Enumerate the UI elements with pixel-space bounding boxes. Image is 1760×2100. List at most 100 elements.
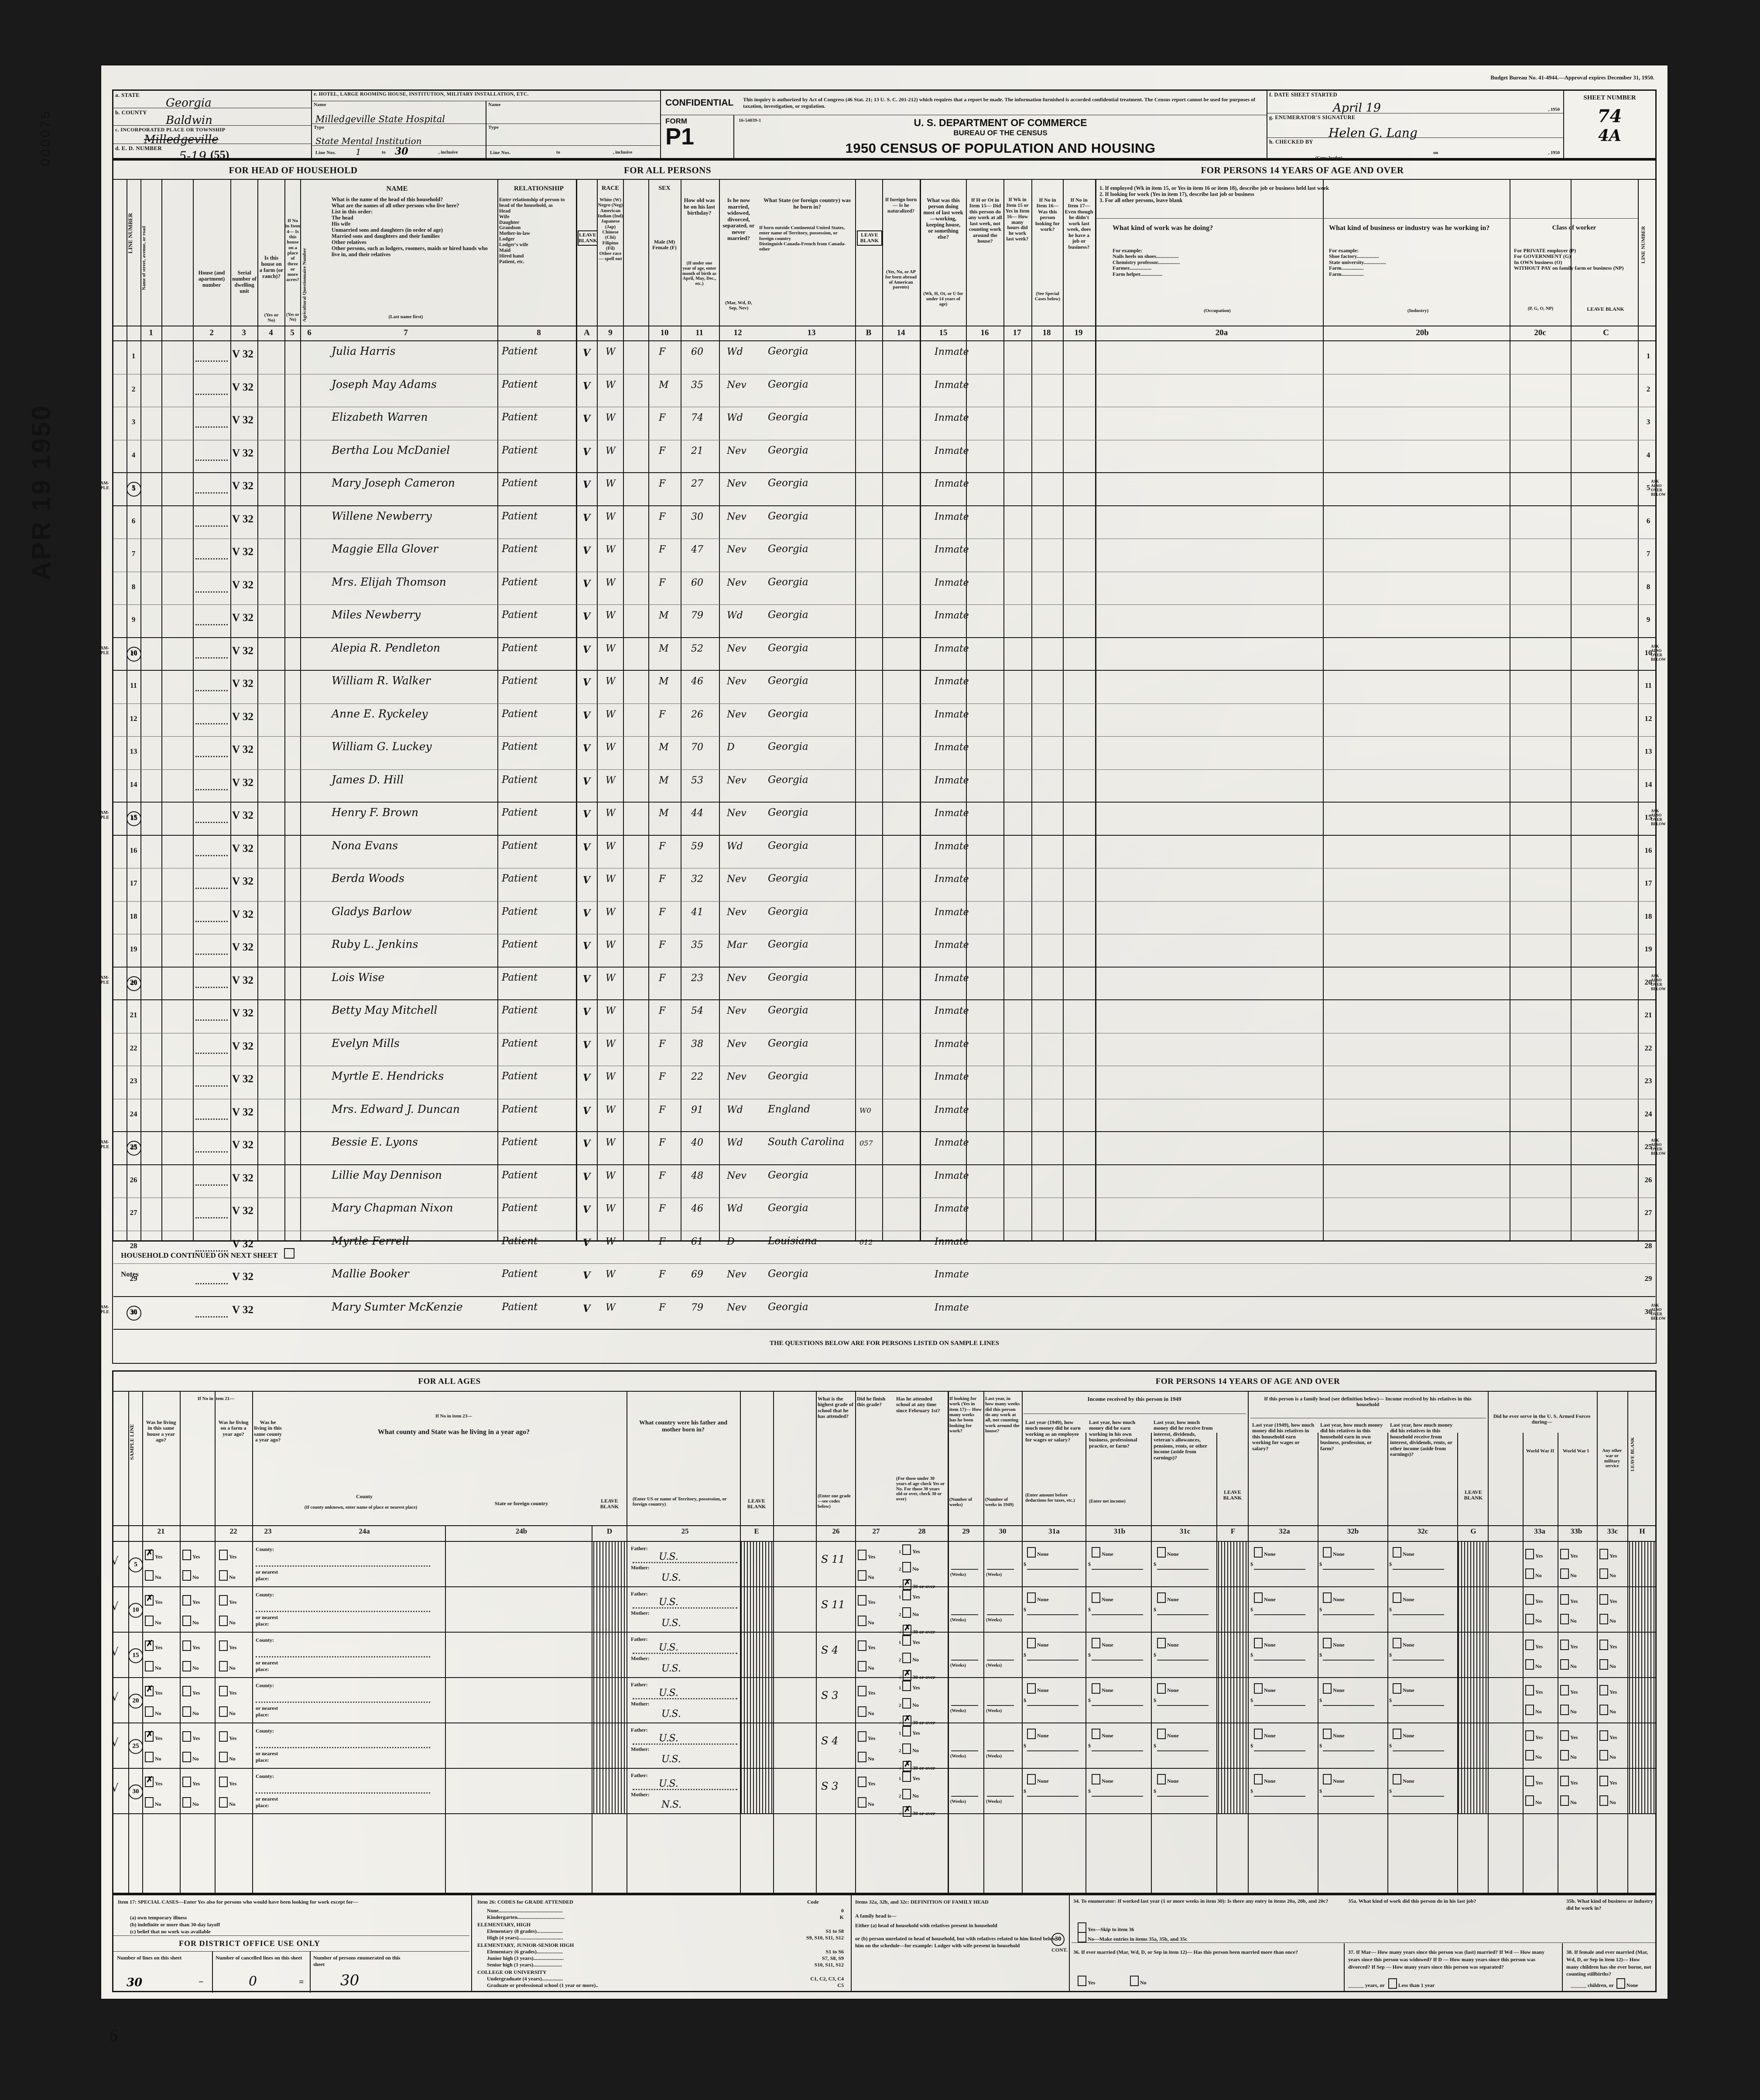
income-none-checkbox-3[interactable] xyxy=(1254,1547,1263,1558)
row-sex[interactable]: F xyxy=(659,544,666,555)
row-marital-status[interactable]: Nev xyxy=(727,379,746,391)
table-row[interactable]: 8 V 32 Mrs. Elijah Thomson Patient V W F 60 Nev G… xyxy=(113,572,1655,605)
row-leave-blank-a[interactable]: V xyxy=(583,907,591,919)
row-birthplace[interactable]: Georgia xyxy=(768,510,808,522)
attended-yes-checkbox[interactable] xyxy=(902,1726,911,1736)
row-serial-number[interactable]: V 32 xyxy=(232,1007,253,1019)
income-amount-line-5[interactable] xyxy=(1393,1705,1444,1706)
income-amount-line-0[interactable] xyxy=(1027,1796,1079,1797)
row-age[interactable]: 91 xyxy=(691,1104,703,1115)
war-yes-option-0[interactable]: Yes xyxy=(1525,1640,1543,1650)
yes-option-q23[interactable]: Yes xyxy=(219,1640,236,1651)
sample-yesno-group-q21[interactable]: Yes No xyxy=(145,1775,162,1808)
income-amount-line-2[interactable] xyxy=(1157,1660,1209,1661)
row-relationship[interactable]: Patient xyxy=(502,675,538,686)
table-row[interactable]: 28 V 32 Myrtle Ferrell Patient V W F 61 D Louisia… xyxy=(113,1231,1655,1264)
war-yes-checkbox-2[interactable] xyxy=(1599,1685,1608,1695)
row-age[interactable]: 27 xyxy=(691,478,703,489)
state-value[interactable]: Georgia xyxy=(166,96,212,110)
income-none-checkbox-4[interactable] xyxy=(1323,1683,1332,1694)
income-amount-line-5[interactable] xyxy=(1393,1750,1444,1751)
war-no-checkbox-2[interactable] xyxy=(1599,1568,1608,1579)
income-amount-line-1[interactable] xyxy=(1092,1660,1143,1661)
row-activity[interactable]: Inmate xyxy=(935,742,969,753)
row-serial-number[interactable]: V 32 xyxy=(232,579,253,591)
row-relationship[interactable]: Patient xyxy=(502,510,538,522)
row-name[interactable]: Mrs. Edward J. Duncan xyxy=(332,1102,460,1115)
sample-row[interactable]: √ 5 Yes No Yes No Yes No County: or nearest place… xyxy=(112,1542,1655,1590)
table-row[interactable]: 3 V 32 Elizabeth Warren Patient V W F 74 Wd Georg… xyxy=(113,407,1655,440)
income-none-checkbox-0[interactable] xyxy=(1027,1547,1036,1558)
no-option-q23[interactable]: No xyxy=(219,1797,236,1808)
item37-lessthan-checkbox[interactable] xyxy=(1388,1978,1397,1989)
income-none-checkbox-2[interactable] xyxy=(1157,1638,1166,1648)
row-serial-number[interactable]: V 32 xyxy=(232,612,253,624)
income-amount-line-5[interactable] xyxy=(1393,1569,1444,1570)
war-no-option-0[interactable]: No xyxy=(1525,1614,1543,1625)
finished-grade-group[interactable]: Yes No xyxy=(858,1777,875,1808)
table-row[interactable]: 25 25 SAM- PLE ASK ALSO OVER BELOW V 32 Bessie E.… xyxy=(98,1132,1666,1165)
row-sex[interactable]: F xyxy=(659,709,666,720)
item36-no-option[interactable]: No xyxy=(1130,1976,1147,1987)
income-amount-line-1[interactable] xyxy=(1092,1796,1143,1797)
row-sex[interactable]: F xyxy=(659,511,666,522)
row-serial-number[interactable]: V 32 xyxy=(232,941,253,953)
income-amount-line-3[interactable] xyxy=(1254,1660,1305,1661)
row-marital-status[interactable]: Nev xyxy=(727,808,746,819)
war-no-checkbox-0[interactable] xyxy=(1525,1614,1534,1624)
row-age[interactable]: 44 xyxy=(691,808,703,819)
income-none-option-1[interactable]: None xyxy=(1092,1547,1113,1558)
row-marital-status[interactable]: Nev xyxy=(727,577,746,588)
row-leave-blank-a[interactable]: V xyxy=(583,611,591,622)
war-no-option-2[interactable]: No xyxy=(1599,1705,1617,1716)
row-marital-status[interactable]: Nev xyxy=(727,874,746,885)
attended-no-checkbox[interactable] xyxy=(902,1743,911,1754)
income-none-checkbox-0[interactable] xyxy=(1027,1592,1036,1603)
income-none-option-3[interactable]: None xyxy=(1254,1638,1276,1649)
father-birthplace[interactable]: U.S. xyxy=(659,1551,678,1562)
row-sex[interactable]: F xyxy=(659,1137,666,1148)
war-yes-option-0[interactable]: Yes xyxy=(1525,1730,1543,1741)
row-sex[interactable]: F xyxy=(659,347,666,357)
sample-yesno-group-q21[interactable]: Yes No xyxy=(145,1639,162,1672)
attended-30over-checkbox[interactable] xyxy=(902,1578,911,1590)
income-none-option-0[interactable]: None xyxy=(1027,1683,1049,1694)
row-leave-blank-b[interactable]: 012 xyxy=(859,1238,873,1246)
row-relationship[interactable]: Patient xyxy=(502,1037,538,1049)
no-checkbox-q21[interactable] xyxy=(145,1616,154,1626)
row-name[interactable]: Anne E. Ryckeley xyxy=(332,707,428,720)
row-marital-status[interactable]: Wd xyxy=(727,347,743,357)
row-name[interactable]: Myrtle Ferrell xyxy=(332,1234,409,1247)
income-none-option-4[interactable]: None xyxy=(1323,1683,1345,1694)
sample-yesno-group-q22[interactable]: Yes No xyxy=(182,1595,200,1626)
income-none-option-2[interactable]: None xyxy=(1157,1547,1179,1558)
row-sex[interactable]: F xyxy=(659,1038,666,1050)
row-birthplace[interactable]: Georgia xyxy=(768,576,808,588)
attended-no-option[interactable]: 2 No xyxy=(899,1698,935,1709)
row-age[interactable]: 79 xyxy=(691,1302,703,1313)
income-amount-line-2[interactable] xyxy=(1157,1614,1209,1615)
row-sex[interactable]: F xyxy=(659,906,666,918)
sheet-number-value-2[interactable]: 4A xyxy=(1598,127,1621,145)
row-activity[interactable]: Inmate xyxy=(935,544,969,555)
yes-option-q23[interactable]: Yes xyxy=(219,1686,236,1697)
highest-grade-value[interactable]: S 3 xyxy=(821,1780,839,1792)
income-none-option-1[interactable]: None xyxy=(1092,1729,1113,1740)
attended-no-option[interactable]: 2 No xyxy=(899,1653,935,1663)
table-row[interactable]: 21 V 32 Betty May Mitchell Patient V W F 54 Nev G… xyxy=(113,1000,1655,1033)
income-none-checkbox-5[interactable] xyxy=(1393,1547,1401,1558)
item36-no-checkbox[interactable] xyxy=(1130,1976,1139,1986)
yes-option-q22[interactable]: Yes xyxy=(182,1550,200,1561)
row-birthplace[interactable]: Georgia xyxy=(768,1037,808,1049)
war-no-checkbox-0[interactable] xyxy=(1525,1705,1534,1715)
war-yes-checkbox-2[interactable] xyxy=(1599,1549,1608,1559)
highest-grade-value[interactable]: S 11 xyxy=(821,1599,845,1611)
attended-30over-option[interactable]: √30 or over xyxy=(899,1805,935,1817)
sheet-number-value[interactable]: 74 xyxy=(1597,106,1622,127)
row-sex[interactable]: F xyxy=(659,1071,666,1082)
row-relationship[interactable]: Patient xyxy=(502,346,538,357)
row-relationship[interactable]: Patient xyxy=(502,741,538,752)
war-no-option-0[interactable]: No xyxy=(1525,1568,1543,1579)
table-row[interactable]: 1 V 32 Julia Harris Patient V W F 60 Wd Georgia In… xyxy=(113,341,1655,374)
table-row[interactable]: 2 V 32 Joseph May Adams Patient V W M 35 Nev Geor… xyxy=(113,374,1655,407)
